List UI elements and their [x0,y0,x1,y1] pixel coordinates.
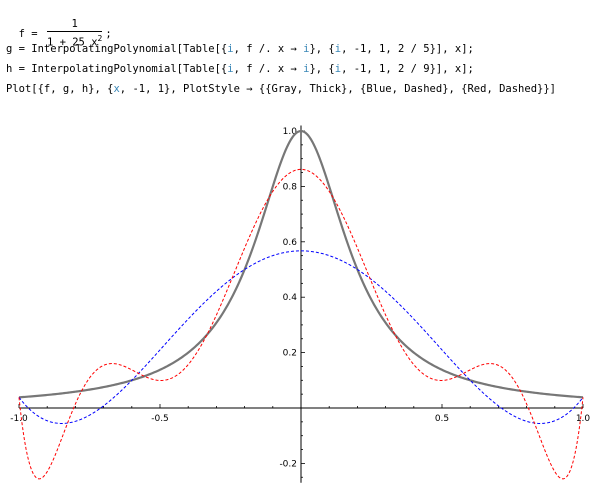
y-tick-label: 0.6 [283,238,298,248]
h-var-1: i [227,63,234,75]
curves [18,129,584,480]
g-var-2: i [303,43,310,55]
g-text-2: , f /. x → [233,43,304,55]
h-var-2: i [303,63,310,75]
y-tick-label: 0.4 [283,293,298,303]
f-prefix: f = [18,27,44,40]
g-var-3: i [334,43,342,55]
plot-output: -1.0 -0.5 0.5 1.0 -0.2 0.2 0.4 0.6 0.8 1.0 [10,125,591,483]
h-text-1: h = InterpolatingPolynomial[Table[{ [6,63,228,75]
plot-text-1: Plot[{f, g, h}, { [6,83,114,95]
f-suffix: ; [105,27,112,40]
fraction-numerator: 1 [46,18,103,32]
g-var-1: i [227,43,234,55]
h-text-2: , f /. x → [233,63,304,75]
interpolant-h-curve [18,168,584,480]
x-tick-label: -1.0 [10,414,28,424]
denominator-base: 1 + 25 x [46,36,98,49]
y-tick-label: 0.8 [283,182,298,192]
h-var-3: i [334,63,342,75]
input-line-h[interactable]: h = InterpolatingPolynomial[Table[{i, f … [6,62,474,76]
plot-text-2: , -1, 1}, PlotStyle → {{Gray, Thick}, {B… [119,83,556,95]
g-text-3: }, { [309,43,335,55]
axes: -1.0 -0.5 0.5 1.0 -0.2 0.2 0.4 0.6 0.8 1.0 [10,125,591,483]
input-line-plot[interactable]: Plot[{f, g, h}, {x, -1, 1}, PlotStyle → … [6,82,556,96]
g-text-1: g = InterpolatingPolynomial[Table[{ [6,43,228,55]
g-text-4: , -1, 1, 2 / 5}], x]; [341,43,474,55]
plot-var-1: x [113,83,120,95]
interpolant-g-curve [18,250,584,424]
runge-function-curve [18,129,584,399]
denominator-exponent: 2 [97,34,103,43]
y-tick-label: 0.2 [283,349,297,359]
fraction-denominator: 1 + 25 x2 [47,32,102,50]
y-tick-label: -0.2 [279,459,297,469]
y-tick-label: 1.0 [283,127,298,137]
x-tick-label: 1.0 [576,414,591,424]
input-line-g[interactable]: g = InterpolatingPolynomial[Table[{i, f … [6,42,474,56]
x-tick-label: -0.5 [151,414,169,424]
h-text-3: }, { [309,63,335,75]
h-text-4: , -1, 1, 2 / 9}], x]; [341,63,474,75]
x-tick-label: 0.5 [435,414,449,424]
